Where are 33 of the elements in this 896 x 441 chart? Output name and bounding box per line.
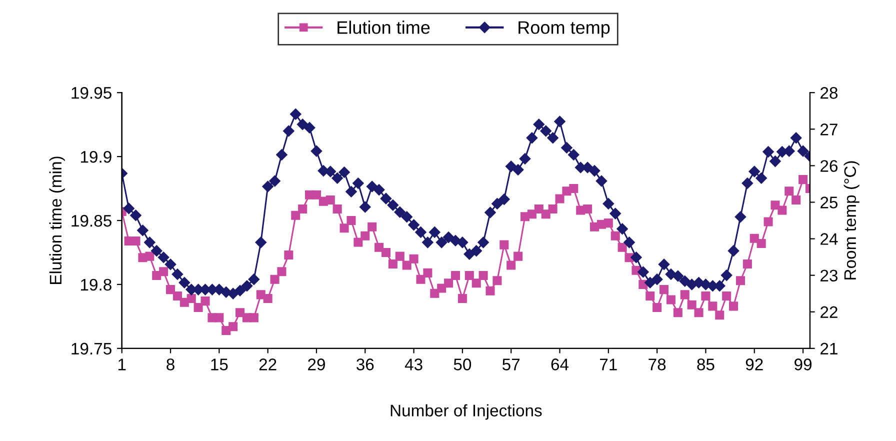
x-tick-label: 64 <box>551 358 569 370</box>
legend-label: Room temp <box>518 21 610 38</box>
legend-label: Elution time <box>338 20 430 34</box>
y2-tick-label: 24 <box>820 233 838 245</box>
y2-tick-label: 22 <box>820 306 838 318</box>
y-axis-title: Elution time (min) <box>49 156 65 284</box>
x-tick-label: 99 <box>794 358 812 370</box>
y-tick-label: 19.8 <box>80 278 112 291</box>
x-tick-label: 15 <box>211 358 228 370</box>
x-tick-label: 57 <box>502 358 520 370</box>
y-tick-label: 19.95 <box>72 87 112 99</box>
x-axis-title: Number of Injections <box>390 404 542 420</box>
x-tick-label: 36 <box>356 358 374 370</box>
y2-tick-label: 27 <box>820 124 838 136</box>
y-tick-label: 19.9 <box>80 150 112 163</box>
x-tick-label: 8 <box>166 358 174 370</box>
y2-tick-label: 28 <box>820 87 838 99</box>
y2-tick-label: 23 <box>820 270 838 282</box>
y2-tick-label: 21 <box>820 342 838 354</box>
y2-axis-title: Room temp (°C) <box>844 161 860 280</box>
x-tick-label: 50 <box>454 358 472 370</box>
y-tick-label: 19.75 <box>72 342 112 355</box>
y2-tick-label: 26 <box>820 160 838 172</box>
x-tick-label: 85 <box>697 358 714 370</box>
x-tick-label: 1 <box>118 358 126 370</box>
x-tick-label: 43 <box>404 358 422 370</box>
x-tick-label: 22 <box>259 358 276 370</box>
x-tick-label: 92 <box>746 358 763 370</box>
x-tick-label: 71 <box>600 358 617 370</box>
x-tick-label: 78 <box>648 358 666 370</box>
x-tick-label: 29 <box>308 358 325 370</box>
y2-tick-label: 25 <box>820 196 838 208</box>
y-tick-label: 19.85 <box>72 214 112 227</box>
